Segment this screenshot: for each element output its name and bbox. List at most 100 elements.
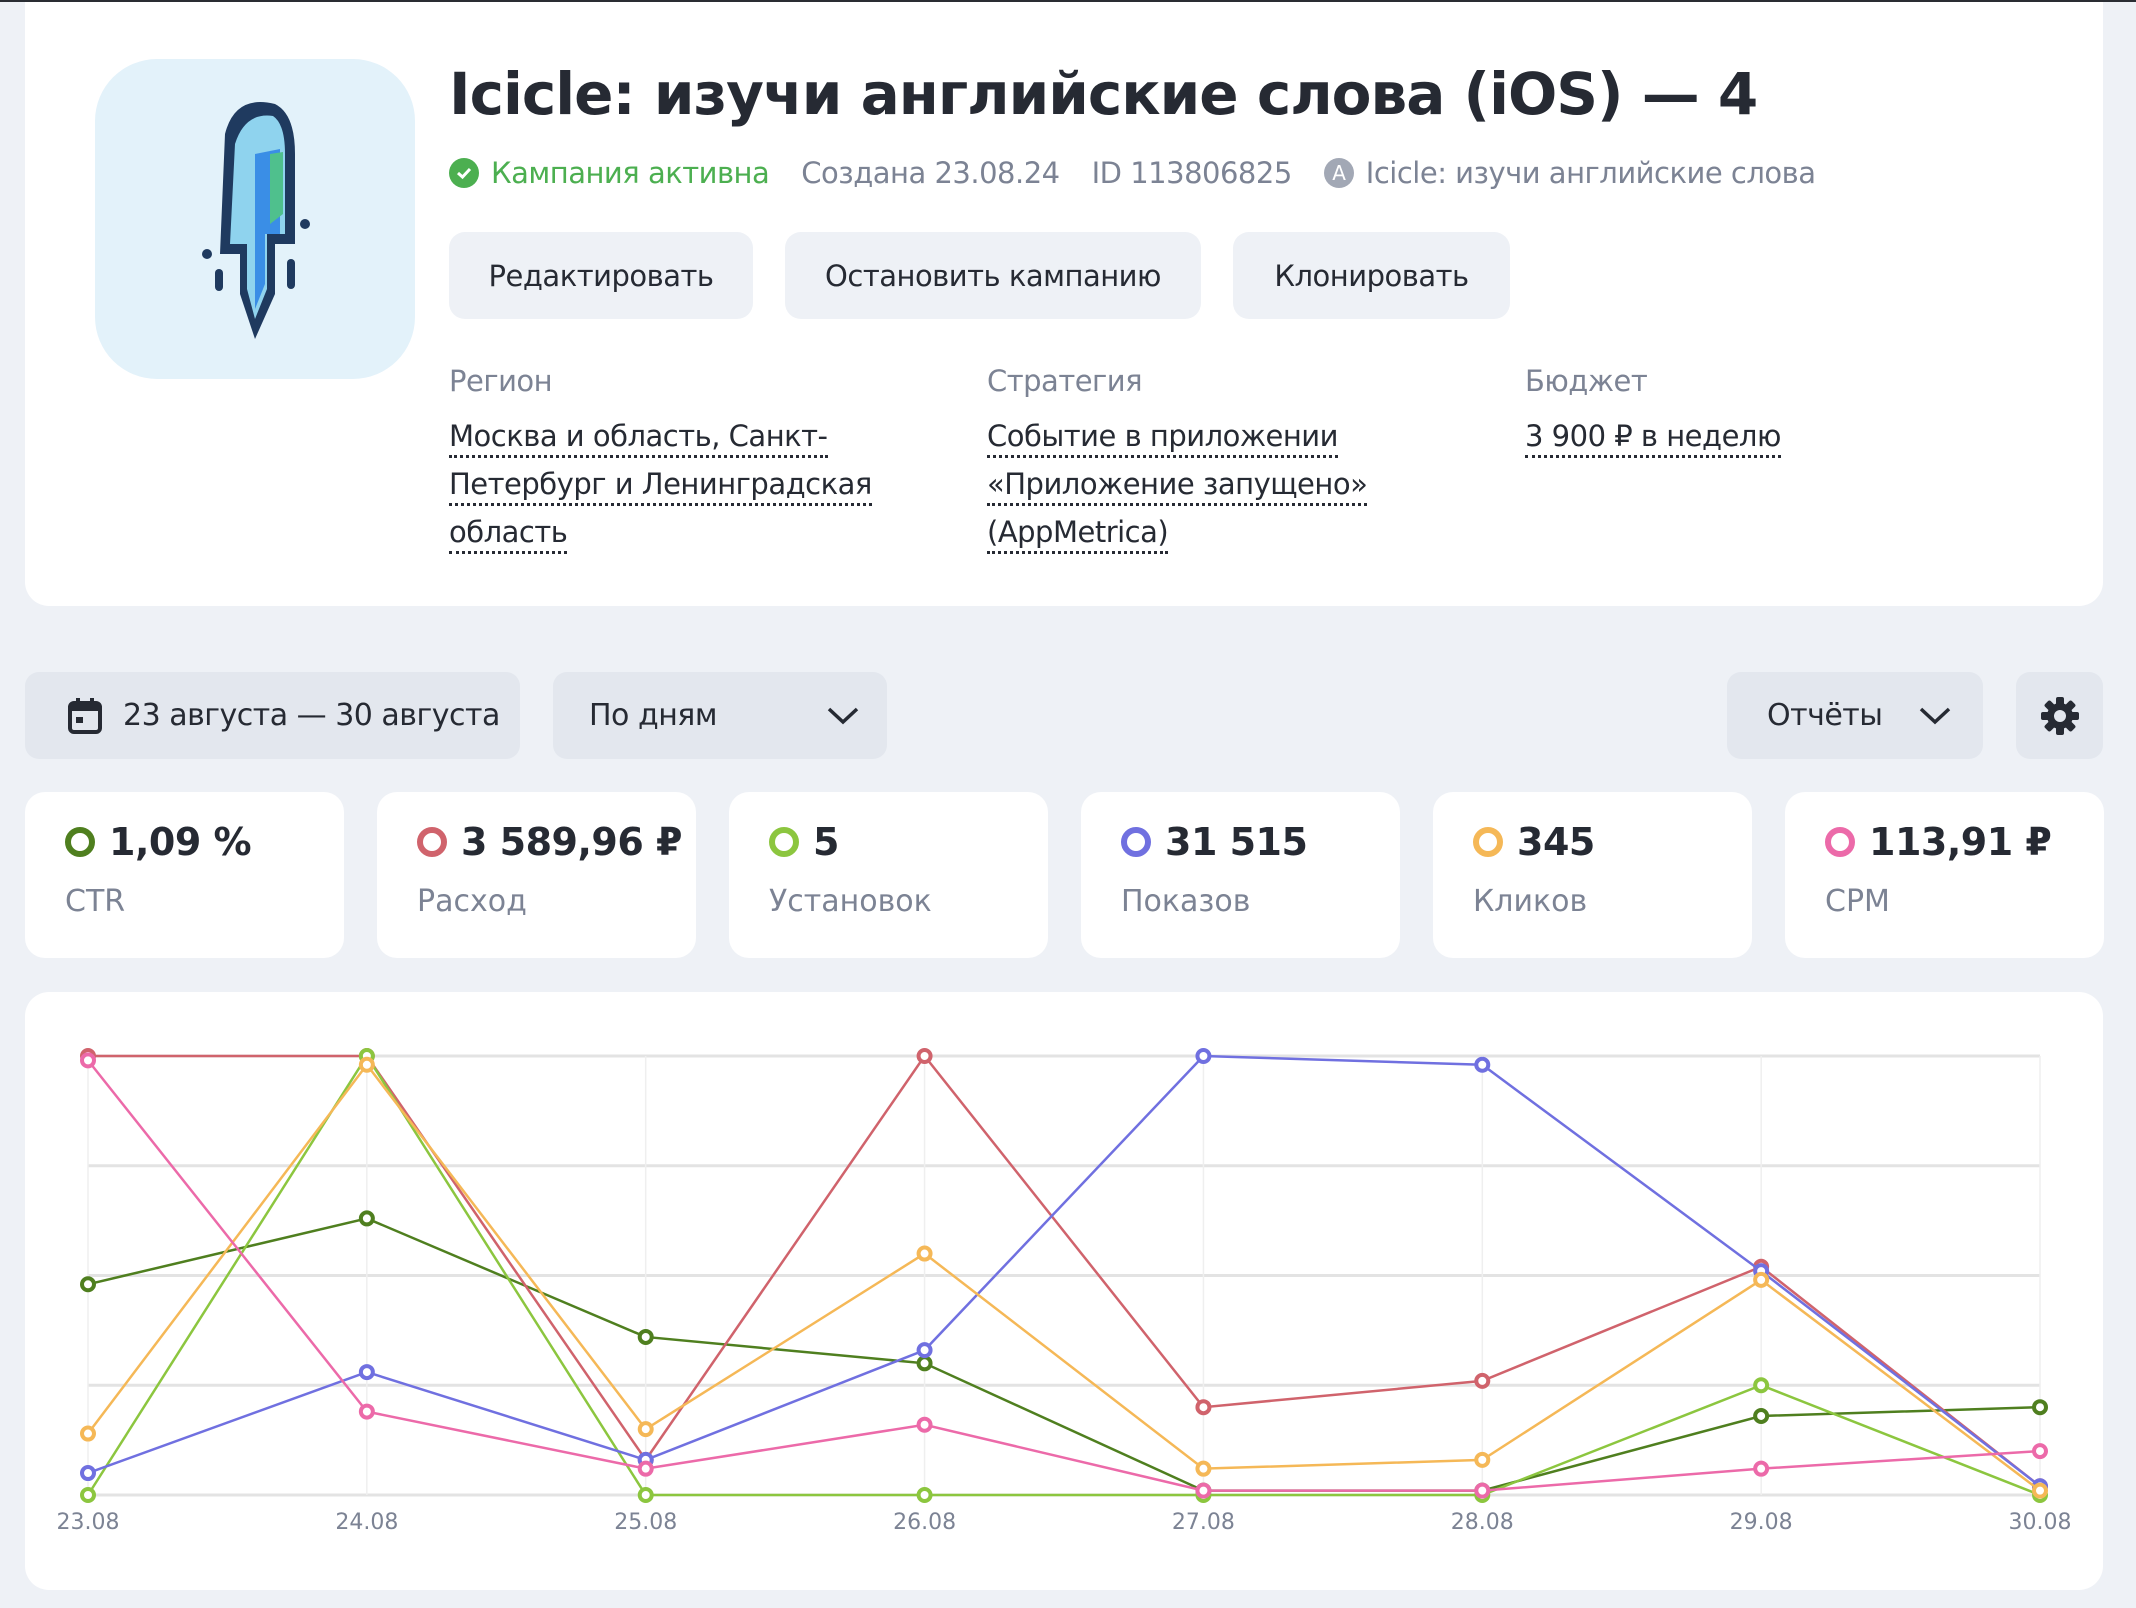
x-tick-label: 25.08 [614,1510,677,1535]
metric-label: Расход [417,884,527,919]
edit-button[interactable]: Редактировать [449,232,753,319]
region-info: Регион Москва и область, Санкт- Петербур… [449,364,872,556]
metric-label: CPM [1825,884,1890,919]
reports-dropdown[interactable]: Отчёты [1727,672,1983,759]
grouping-value: По дням [589,698,717,733]
reports-label: Отчёты [1767,698,1883,733]
metric-value-text: 31 515 [1165,820,1308,864]
region-value[interactable]: область [449,515,568,554]
date-range-text: 23 августа — 30 августа [123,698,500,733]
data-point [916,1245,933,1262]
calendar-icon [68,697,102,734]
budget-label: Бюджет [1525,364,1648,398]
data-point [1753,1460,1770,1477]
data-point [80,1425,96,1442]
campaign-header-card: Icicle: изучи английские слова (iOS) — 4… [25,2,2103,606]
x-tick-label: 24.08 [335,1510,398,1535]
status-text: Кампания активна [491,156,770,190]
strategy-label: Стратегия [987,364,1143,398]
data-point [916,1416,933,1433]
data-point [1753,1407,1770,1424]
series-line-Показов [87,1054,2041,1488]
data-point [1195,1460,1212,1477]
metrics-line-chart: 23.08 24.08 25.08 26.08 27.08 28.08 29.08 30.08 [57,1048,2072,1535]
campaign-id: ID 113806825 [1091,156,1293,190]
data-point [1474,1451,1491,1468]
metric-value: 113,91 ₽ [1825,820,2052,864]
campaign-status: Кампания активна [449,156,770,190]
metric-card-0[interactable]: 1,09 % CTR [25,792,344,958]
data-point [80,1465,96,1482]
series-line-Кликов [87,1062,2041,1492]
app-store-icon: A [1323,158,1354,188]
data-point [2032,1482,2048,1499]
metric-value-text: 345 [1517,820,1595,864]
metric-card-4[interactable]: 345 Кликов [1433,792,1752,958]
x-tick-label: 27.08 [1172,1510,1235,1535]
metric-value: 3 589,96 ₽ [417,820,682,864]
series-ring-icon [1473,827,1503,857]
strategy-value[interactable]: «Приложение запущено» [987,467,1368,506]
data-point [916,1487,933,1503]
data-point [637,1460,654,1477]
strategy-info: Стратегия Событие в приложении «Приложен… [987,364,1368,556]
metric-label: CTR [65,884,126,919]
metric-value-text: 113,91 ₽ [1869,820,2052,864]
campaign-meta: Кампания активна Создана 23.08.24 ID 113… [449,156,1816,190]
metric-card-5[interactable]: 113,91 ₽ CPM [1785,792,2104,958]
created-date: Создана 23.08.24 [801,156,1060,190]
data-point [80,1276,96,1293]
region-value[interactable]: Москва и область, Санкт- [449,419,828,458]
data-point [1474,1482,1491,1499]
strategy-value[interactable]: (AppMetrica) [987,515,1169,554]
grouping-select[interactable]: По дням [553,672,887,759]
strategy-value[interactable]: Событие в приложении [987,419,1339,458]
data-point [80,1052,96,1069]
metric-card-2[interactable]: 5 Установок [729,792,1048,958]
x-tick-label: 29.08 [1730,1510,1793,1535]
app-name[interactable]: Icicle: изучи английские слова [1365,156,1816,190]
data-point [1474,1372,1491,1389]
series-ring-icon [1825,827,1855,857]
series-line-CTR [87,1217,2041,1492]
series-ring-icon [65,827,95,857]
metric-value-text: 3 589,96 ₽ [461,820,682,864]
data-point [1195,1048,1212,1064]
icicle-logo-icon [202,102,310,339]
settings-button[interactable] [2016,672,2103,759]
metric-card-1[interactable]: 3 589,96 ₽ Расход [377,792,696,958]
x-tick-label: 23.08 [57,1510,120,1535]
metric-card-3[interactable]: 31 515 Показов [1081,792,1400,958]
data-point [916,1048,933,1064]
metric-value: 345 [1473,820,1595,864]
data-point [358,1403,375,1420]
budget-info: Бюджет 3 900 ₽ в неделю [1525,364,1781,460]
date-range-picker[interactable]: 23 августа — 30 августа [25,672,520,759]
data-point [1195,1482,1212,1499]
app-icon [95,59,415,379]
series-line-Расход [88,1053,2041,1488]
budget-value[interactable]: 3 900 ₽ в неделю [1525,419,1781,458]
series-ring-icon [417,827,447,857]
x-tick-label: 30.08 [2009,1510,2072,1535]
check-circle-icon [449,158,479,188]
metric-label: Установок [769,884,932,919]
clone-button[interactable]: Клонировать [1233,232,1510,319]
chevron-down-icon [827,707,859,724]
x-tick-label: 26.08 [893,1510,956,1535]
chevron-down-icon [1919,707,1951,724]
data-point [637,1421,654,1438]
data-point [916,1342,933,1359]
chart-card [25,992,2103,1590]
data-point [80,1487,96,1503]
metric-value: 5 [769,820,839,864]
data-point [2032,1399,2048,1416]
region-label: Регион [449,364,553,398]
region-value[interactable]: Петербург и Ленинградская [449,467,872,506]
series-ring-icon [1121,827,1151,857]
metric-value: 1,09 % [65,820,252,864]
data-point [916,1355,933,1372]
stop-campaign-button[interactable]: Остановить кампанию [785,232,1201,319]
series-line-Установок [86,1053,2041,1497]
series-line-CPM [87,1059,2041,1492]
